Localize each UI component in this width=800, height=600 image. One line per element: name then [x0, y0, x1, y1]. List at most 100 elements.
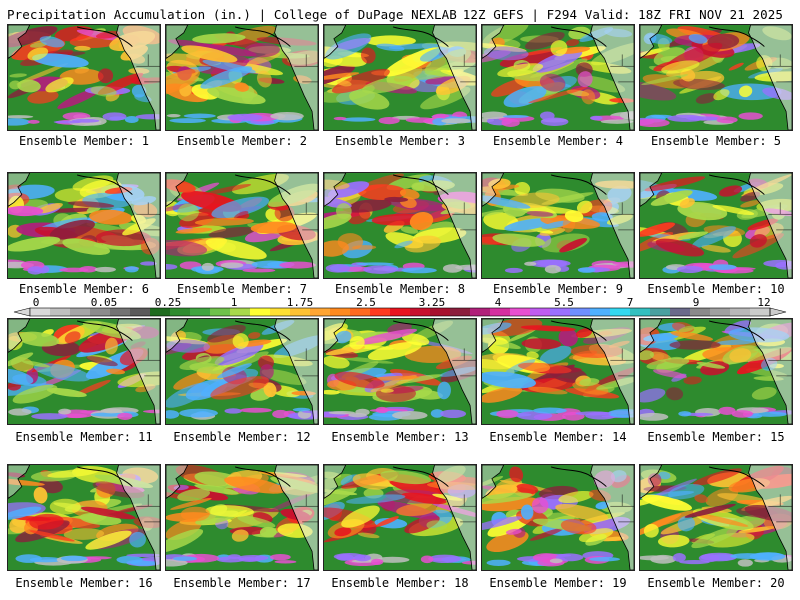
tropical-precip-band	[227, 113, 263, 122]
tropical-precip-band	[239, 407, 272, 413]
colorbar-swatch	[210, 308, 231, 316]
precip-swath	[691, 526, 739, 549]
precip-swath	[518, 362, 572, 374]
precip-swath	[539, 73, 566, 92]
precip-swath	[558, 328, 578, 347]
ensemble-member-label: Ensemble Member: 19	[489, 576, 627, 590]
tropical-precip-band	[678, 411, 692, 417]
precip-swath	[558, 490, 594, 504]
tropical-precip-band	[8, 115, 34, 119]
precip-swath	[516, 483, 539, 495]
precip-swath	[90, 85, 117, 97]
asia-coastline	[324, 25, 347, 59]
precip-swath	[504, 218, 553, 232]
tropical-precip-band	[117, 412, 133, 420]
precip-swath	[678, 325, 695, 333]
asia-coastline	[324, 319, 347, 353]
ensemble-member-label: Ensemble Member: 9	[492, 282, 624, 296]
precip-swath	[673, 78, 725, 91]
precip-swath	[559, 238, 588, 253]
precip-map	[640, 25, 792, 130]
asia-coastline	[640, 465, 663, 499]
alaska-coastline	[76, 26, 133, 47]
ensemble-member-label: Ensemble Member: 1	[18, 134, 150, 148]
precip-map	[166, 173, 318, 278]
ensemble-member-label: Ensemble Member: 18	[331, 576, 469, 590]
north-america-landmass	[432, 465, 476, 570]
precip-swath	[166, 529, 204, 553]
ensemble-map-panel	[165, 464, 319, 571]
ensemble-map-panel	[481, 464, 635, 571]
precip-swath	[524, 31, 565, 50]
precip-swath	[650, 190, 693, 206]
tropical-precip-band	[738, 112, 763, 120]
colorbar-swatch	[410, 308, 431, 316]
north-america-landmass	[116, 25, 160, 130]
ensemble-member-label: Ensemble Member: 5	[650, 134, 782, 148]
precip-swath	[482, 476, 504, 487]
precip-swath	[8, 184, 22, 190]
tropical-precip-band	[555, 553, 584, 562]
north-america-landmass	[590, 25, 634, 130]
precip-swath	[334, 527, 352, 537]
precip-swath	[62, 238, 111, 255]
precip-swath	[231, 529, 249, 542]
alaska-coastline	[234, 174, 291, 195]
tropical-precip-band	[371, 558, 384, 565]
precip-swath	[655, 238, 705, 257]
precip-map	[640, 465, 792, 570]
tropical-precip-band	[600, 119, 634, 124]
precip-swath	[729, 348, 752, 363]
alaska-coastline	[76, 174, 133, 195]
tropical-precip-band	[502, 114, 529, 118]
precip-swath	[8, 368, 34, 385]
precip-swath	[327, 181, 370, 199]
precip-swath	[564, 210, 584, 223]
precip-swath	[49, 498, 81, 515]
tropical-precip-band	[166, 114, 181, 118]
precip-swath	[170, 498, 212, 510]
precip-swath	[45, 77, 74, 93]
precip-swath	[175, 227, 213, 234]
precip-swath	[180, 506, 210, 522]
tropical-precip-band	[430, 409, 444, 418]
precip-swath	[565, 39, 580, 47]
precip-swath	[8, 236, 61, 252]
tropical-precip-band	[544, 265, 561, 274]
alaska-coastline	[76, 466, 133, 487]
precip-swath	[679, 198, 695, 209]
precip-swath	[202, 59, 256, 74]
tropical-precip-band	[15, 554, 42, 563]
colorbar-swatch	[550, 308, 571, 316]
precip-swath	[256, 70, 272, 88]
tropical-precip-band	[166, 559, 188, 567]
alaska-coastline	[392, 174, 449, 195]
precip-swath	[248, 332, 261, 339]
ensemble-map-panel	[323, 464, 477, 571]
ensemble-map-panel	[639, 318, 793, 425]
precip-swath	[532, 49, 583, 73]
precip-swath	[179, 356, 225, 371]
precip-swath	[263, 382, 277, 398]
precip-swath	[488, 178, 511, 189]
asia-coastline	[482, 173, 505, 207]
precip-swath	[640, 80, 677, 101]
tropical-precip-band	[348, 412, 367, 418]
tropical-precip-band	[718, 406, 736, 415]
asia-coastline	[166, 319, 189, 353]
tropical-precip-band	[428, 554, 462, 564]
precip-swath	[688, 33, 708, 44]
precip-swath	[645, 33, 673, 45]
ensemble-member-label: Ensemble Member: 8	[334, 282, 466, 296]
tropical-precip-band	[731, 410, 753, 418]
tropical-precip-band	[482, 111, 508, 120]
precip-swath	[669, 340, 721, 350]
colorbar-tick-label: 9	[693, 296, 700, 309]
precip-swath	[355, 328, 418, 345]
precip-swath	[29, 42, 47, 48]
tropical-precip-band	[524, 261, 537, 266]
colorbar-tick-label: 0.25	[155, 296, 182, 309]
precip-swath	[661, 60, 700, 74]
ensemble-map-panel	[323, 172, 477, 279]
precip-swath	[482, 516, 522, 532]
